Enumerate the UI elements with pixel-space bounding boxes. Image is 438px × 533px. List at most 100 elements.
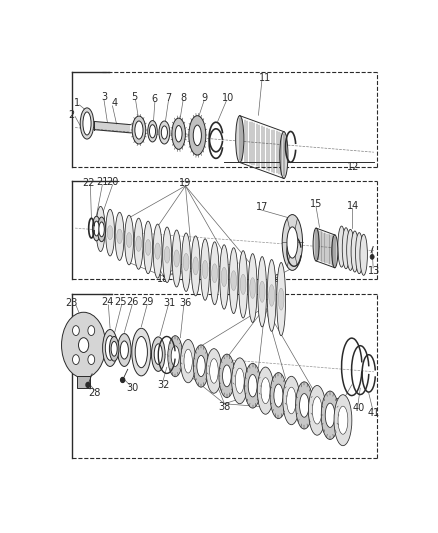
Ellipse shape (240, 274, 246, 294)
Ellipse shape (274, 384, 283, 407)
Ellipse shape (280, 132, 288, 179)
Ellipse shape (300, 394, 309, 417)
Circle shape (370, 254, 374, 260)
Ellipse shape (356, 232, 363, 273)
Ellipse shape (136, 236, 141, 252)
Ellipse shape (360, 235, 367, 276)
Ellipse shape (175, 126, 182, 142)
Ellipse shape (210, 242, 219, 305)
Ellipse shape (269, 285, 275, 306)
Ellipse shape (61, 312, 106, 378)
Ellipse shape (88, 326, 95, 335)
Ellipse shape (259, 281, 265, 302)
Text: 31: 31 (163, 298, 176, 308)
Ellipse shape (98, 217, 106, 241)
Text: 14: 14 (347, 200, 360, 211)
Ellipse shape (73, 326, 79, 335)
Ellipse shape (313, 228, 319, 261)
Ellipse shape (210, 359, 218, 383)
Ellipse shape (231, 271, 237, 290)
Text: 26: 26 (126, 297, 138, 307)
Ellipse shape (174, 250, 180, 267)
Ellipse shape (235, 368, 244, 393)
Ellipse shape (347, 229, 354, 270)
Ellipse shape (278, 288, 284, 310)
Ellipse shape (106, 209, 114, 256)
Ellipse shape (287, 387, 296, 414)
Text: 30: 30 (126, 383, 138, 393)
Ellipse shape (159, 121, 170, 144)
Text: 3: 3 (101, 92, 107, 102)
Ellipse shape (308, 385, 326, 435)
Ellipse shape (135, 121, 143, 139)
Ellipse shape (342, 228, 350, 269)
Ellipse shape (321, 391, 339, 440)
Text: 9: 9 (201, 93, 207, 103)
Ellipse shape (117, 229, 123, 244)
Text: 5: 5 (131, 92, 138, 102)
Ellipse shape (98, 222, 103, 236)
Ellipse shape (296, 382, 313, 429)
Text: 36: 36 (179, 298, 191, 308)
Ellipse shape (248, 375, 257, 397)
Ellipse shape (338, 226, 345, 267)
Ellipse shape (250, 278, 255, 298)
Text: 7: 7 (165, 93, 172, 103)
Ellipse shape (172, 230, 181, 287)
Ellipse shape (153, 224, 162, 278)
Ellipse shape (126, 232, 132, 247)
Bar (77, 376, 90, 388)
Ellipse shape (162, 227, 172, 282)
Ellipse shape (244, 364, 261, 408)
Ellipse shape (312, 397, 322, 424)
Ellipse shape (105, 336, 115, 360)
Ellipse shape (193, 345, 209, 387)
Ellipse shape (193, 125, 201, 146)
Ellipse shape (172, 118, 185, 149)
Text: 18: 18 (157, 274, 170, 284)
Ellipse shape (201, 239, 209, 300)
Ellipse shape (111, 342, 117, 356)
Ellipse shape (189, 116, 206, 155)
Ellipse shape (110, 336, 119, 361)
Ellipse shape (164, 246, 170, 263)
Ellipse shape (94, 221, 99, 236)
Ellipse shape (219, 354, 235, 398)
Circle shape (120, 377, 125, 383)
Text: 25: 25 (115, 297, 127, 307)
Ellipse shape (134, 218, 143, 269)
Ellipse shape (325, 403, 335, 427)
Ellipse shape (161, 126, 167, 139)
Ellipse shape (171, 346, 179, 366)
Ellipse shape (287, 227, 298, 258)
Ellipse shape (152, 337, 165, 372)
Ellipse shape (99, 222, 104, 237)
Ellipse shape (283, 376, 300, 425)
Text: 8: 8 (181, 93, 187, 103)
Circle shape (86, 383, 90, 387)
Text: 38: 38 (219, 402, 230, 411)
Ellipse shape (88, 354, 95, 365)
Ellipse shape (197, 356, 205, 377)
Ellipse shape (212, 264, 218, 282)
Text: 41: 41 (368, 408, 380, 418)
Ellipse shape (107, 225, 113, 240)
Ellipse shape (191, 236, 200, 296)
Ellipse shape (202, 260, 208, 279)
Ellipse shape (261, 378, 270, 403)
Ellipse shape (145, 239, 151, 255)
Ellipse shape (115, 212, 124, 261)
Ellipse shape (258, 256, 267, 327)
Ellipse shape (232, 358, 248, 403)
Text: 37: 37 (259, 299, 272, 309)
Ellipse shape (223, 365, 231, 387)
Ellipse shape (83, 112, 91, 135)
Text: 4: 4 (111, 98, 117, 108)
Text: 19: 19 (179, 178, 191, 188)
Text: 15: 15 (310, 199, 322, 209)
Text: 40: 40 (353, 403, 365, 413)
Ellipse shape (334, 395, 352, 446)
Ellipse shape (221, 268, 227, 287)
Text: 32: 32 (157, 380, 170, 390)
Ellipse shape (155, 243, 160, 259)
